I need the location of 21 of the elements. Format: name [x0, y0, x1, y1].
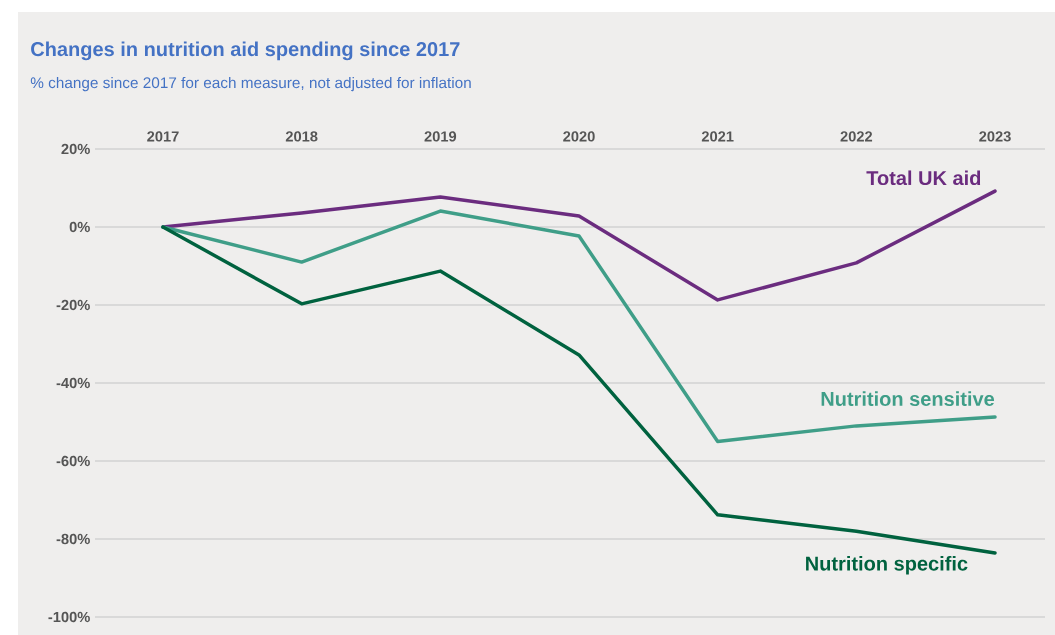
series-label: Nutrition specific [806, 555, 968, 575]
series-label: Nutrition sensitive [821, 391, 995, 406]
chart-title: Changes in nutrition aid spending since 2017 [31, 41, 460, 61]
x-tick-label: 2018 [285, 131, 318, 142]
line-series [161, 189, 997, 302]
chart-subtitle: % change since 2017 for each measure, not adjusted for inflation [30, 76, 471, 92]
x-tick-label: 2021 [701, 131, 734, 142]
y-tick-label: -20% [56, 299, 90, 311]
y-tick-label: -100% [48, 611, 90, 623]
x-tick-label: 2017 [147, 131, 179, 142]
x-tick-label: 2020 [563, 131, 595, 142]
x-tick-label: 2019 [424, 131, 457, 142]
y-tick-label: -80% [56, 533, 90, 545]
y-tick-label: 20% [61, 143, 90, 155]
y-tick-label: 0% [69, 221, 90, 233]
x-tick-label: 2022 [840, 131, 873, 142]
series-label: Total UK aid [866, 170, 981, 186]
x-tick-label: 2023 [979, 131, 1011, 142]
y-tick-label: -40% [56, 377, 90, 389]
y-tick-label: -60% [56, 455, 90, 467]
line-series [161, 225, 997, 555]
